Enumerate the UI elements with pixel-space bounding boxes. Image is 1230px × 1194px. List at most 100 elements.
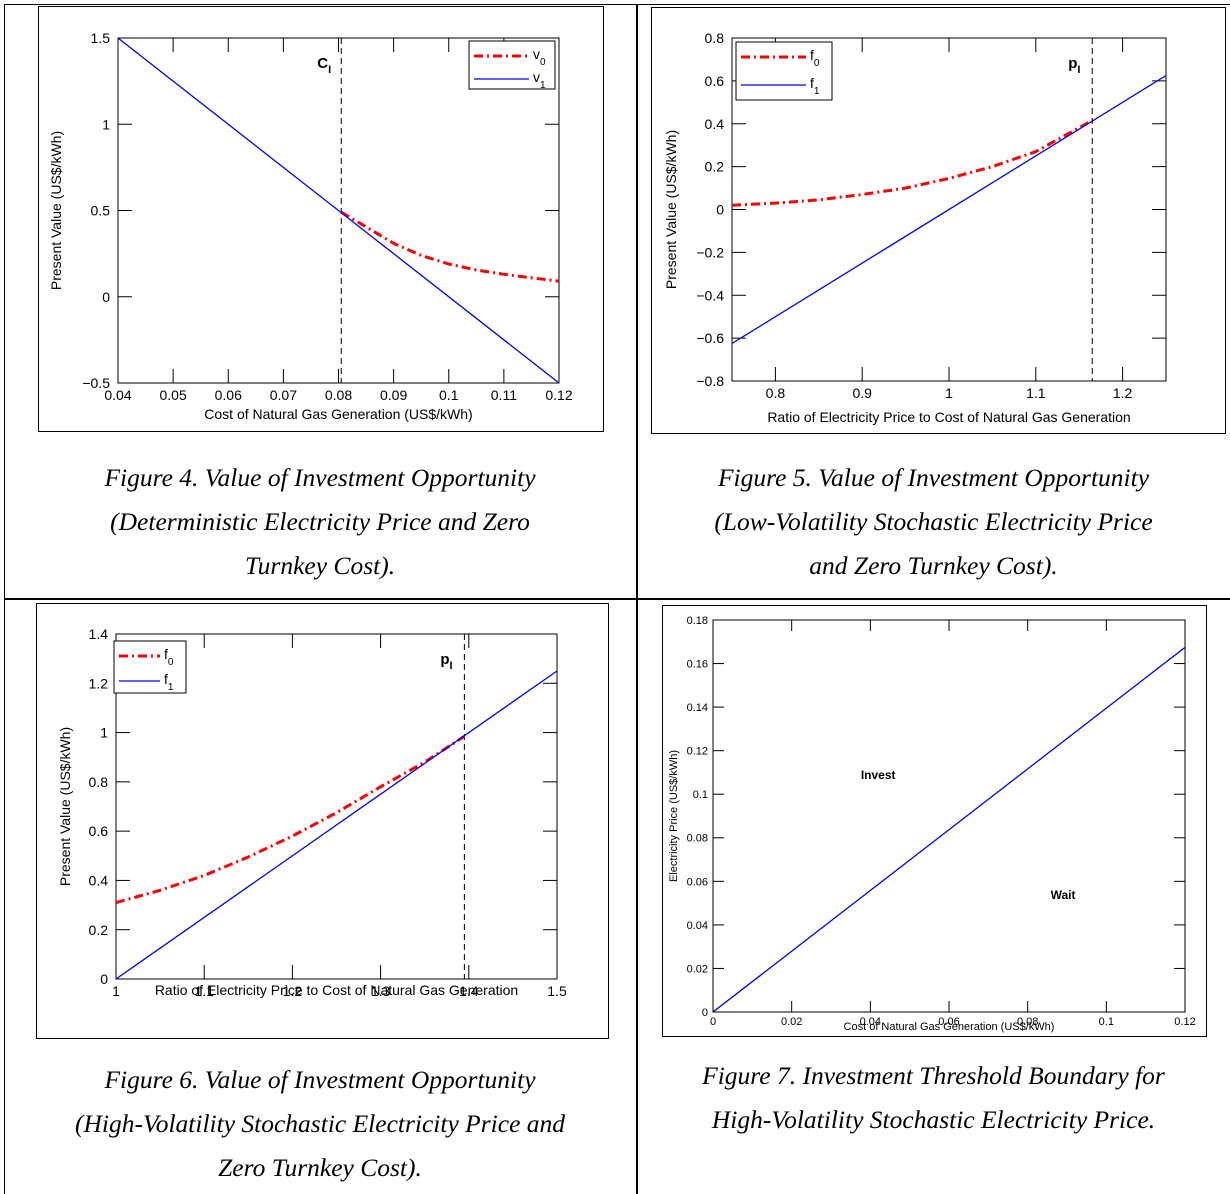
- y-tick-label: 0.4: [705, 116, 725, 132]
- legend-label: f1: [810, 75, 820, 97]
- x-tick-label: 1: [112, 983, 120, 999]
- y-tick-label: 0.18: [687, 615, 708, 627]
- figure-5-chart: 0.8 0.9 1 1.1 1.2 −0.8 −0.6 −0.4 −0.2 0 0.2 0.4 0.6 0…: [663, 30, 1167, 425]
- caption-line: (High-Volatility Stochastic Electricity …: [74, 1109, 566, 1138]
- threshold-label: pI: [1068, 55, 1080, 76]
- legend-label-subscript: 0: [814, 58, 820, 69]
- plot-area: [712, 619, 1186, 1013]
- series-line-v1: [118, 38, 559, 383]
- y-tick-label: 0.12: [687, 746, 708, 758]
- legend-label-subscript: 1: [168, 682, 174, 693]
- figure-4-frame: 0.04 0.05 0.06 0.07 0.08 0.09 0.1 0.11 0.12 −0.5 0…: [38, 6, 604, 432]
- y-tick-label: 0: [702, 1007, 708, 1019]
- x-tick-label: 0.11: [491, 387, 517, 403]
- y-tick-label: 0: [100, 971, 108, 987]
- y-tick-label: 0.14: [687, 702, 708, 714]
- x-tick-label: 1.1: [194, 983, 214, 999]
- y-tick-label: 1: [102, 116, 110, 132]
- caption-line: Turnkey Cost).: [244, 551, 396, 580]
- x-tick-label: 0.12: [545, 387, 572, 403]
- caption-line: (Low-Volatility Stochastic Electricity P…: [714, 507, 1153, 536]
- row-divider: [4, 598, 1230, 600]
- series-line-f1: [732, 74, 1166, 345]
- x-tick-label: 0.08: [1017, 1016, 1038, 1028]
- figure-7-chart: 0 0.02 0.04 0.06 0.08 0.1 0.12 0 0.02 0.04 0.06 0.0…: [668, 615, 1196, 1033]
- x-axis-label: Cost of Natural Gas Generation (US$/kWh): [844, 1021, 1055, 1033]
- threshold-label-subscript: I: [450, 660, 453, 672]
- y-tick-label: 0.2: [89, 922, 109, 938]
- y-tick-label: 0.16: [687, 659, 708, 671]
- y-tick-label: −0.6: [696, 330, 724, 346]
- x-axis-label: Ratio of Electricity Price to Cost of Na…: [155, 982, 518, 998]
- y-tick-label: 0.1: [693, 789, 708, 801]
- legend-label: f0: [164, 646, 174, 668]
- x-tick-label: 0.05: [160, 387, 187, 403]
- series-line-f0: [116, 735, 466, 905]
- x-tick-label: 0.8: [766, 385, 786, 401]
- legend-box: [113, 640, 187, 694]
- x-tick-label: 0.12: [1174, 1016, 1195, 1028]
- series-line-f0: [732, 119, 1093, 207]
- legend-label-subscript: 1: [540, 80, 546, 91]
- y-tick-label: 0.02: [687, 963, 708, 975]
- y-tick-label: 0.2: [705, 159, 725, 175]
- y-axis-label: Electricity Price (US$/kWh): [668, 750, 680, 882]
- caption-line: and Zero Turnkey Cost).: [809, 551, 1058, 580]
- caption-line: Figure 6. Value of Investment Opportunit…: [104, 1065, 536, 1094]
- threshold-label-subscript: I: [1077, 64, 1080, 76]
- legend-label: f1: [164, 671, 174, 693]
- figure-6-frame: 1 1.1 1.2 1.3 1.4 1.5 0 0.2 0.4 0.6 0.8 1 1.2 1.4 Rati…: [36, 603, 609, 1039]
- x-tick-label: 0.9: [852, 385, 872, 401]
- y-tick-label: −0.4: [696, 287, 724, 303]
- x-tick-label: 0.07: [270, 387, 297, 403]
- y-tick-label: 1.4: [89, 626, 109, 642]
- y-tick-label: 0: [716, 202, 724, 218]
- figure-5-frame: 0.8 0.9 1 1.1 1.2 −0.8 −0.6 −0.4 −0.2 0 0.2 0.4 0.6 0…: [651, 7, 1226, 434]
- x-tick-label: 0.06: [938, 1016, 959, 1028]
- x-tick-label: 0.04: [104, 387, 131, 403]
- legend-box: [735, 41, 833, 101]
- y-tick-label: 1: [100, 725, 108, 741]
- y-tick-label: 0.6: [89, 823, 109, 839]
- y-tick-label: 1.2: [89, 675, 109, 691]
- threshold-label: CI: [317, 55, 331, 76]
- plot-area: [115, 633, 558, 980]
- x-tick-label: 1.4: [459, 983, 479, 999]
- x-axis-label: Ratio of Electricity Price to Cost of Na…: [767, 409, 1130, 425]
- legend-label-subscript: 1: [814, 86, 820, 97]
- caption-line: High-Volatility Stochastic Electricity P…: [711, 1105, 1156, 1134]
- y-tick-label: 0.06: [687, 876, 708, 888]
- x-tick-label: 0.09: [380, 387, 407, 403]
- y-axis-label: Present Value (US$/kWh): [48, 131, 64, 290]
- figure-5-caption: Figure 5. Value of Investment Opportunit…: [637, 456, 1230, 588]
- caption-line: Figure 4. Value of Investment Opportunit…: [104, 463, 536, 492]
- y-tick-label: −0.5: [82, 375, 110, 391]
- x-tick-label: 1.2: [1113, 385, 1133, 401]
- caption-line: Figure 7. Investment Threshold Boundary …: [702, 1061, 1165, 1090]
- figure-7-caption: Figure 7. Investment Threshold Boundary …: [637, 1054, 1230, 1142]
- y-tick-label: 0.08: [687, 833, 708, 845]
- figure-4-caption: Figure 4. Value of Investment Opportunit…: [4, 456, 636, 588]
- threshold-label-subscript: I: [328, 64, 331, 76]
- series-line-f1: [116, 670, 557, 979]
- x-tick-label: 0.08: [325, 387, 352, 403]
- y-tick-label: 1.5: [91, 30, 111, 46]
- x-tick-label: 1.3: [371, 983, 391, 999]
- y-tick-label: 0.4: [89, 872, 109, 888]
- y-tick-label: 0.5: [91, 203, 111, 219]
- series-line-v0: [340, 210, 559, 283]
- y-tick-label: 0: [102, 289, 110, 305]
- x-tick-label: 1.1: [1026, 385, 1046, 401]
- y-tick-label: −0.2: [696, 244, 724, 260]
- x-tick-label: 0.1: [1099, 1016, 1114, 1028]
- figure-4-chart: 0.04 0.05 0.06 0.07 0.08 0.09 0.1 0.11 0.12 −0.5 0…: [48, 30, 573, 422]
- y-tick-label: 0.04: [687, 920, 708, 932]
- region-label: Invest: [861, 768, 896, 782]
- x-tick-label: 0.1: [439, 387, 459, 403]
- y-tick-label: 0.8: [89, 774, 109, 790]
- legend-label: f0: [810, 47, 820, 69]
- region-label: Wait: [1051, 888, 1076, 902]
- legend-label-subscript: 0: [540, 57, 546, 68]
- x-tick-label: 0.04: [860, 1016, 881, 1028]
- y-tick-label: 0.8: [705, 30, 725, 46]
